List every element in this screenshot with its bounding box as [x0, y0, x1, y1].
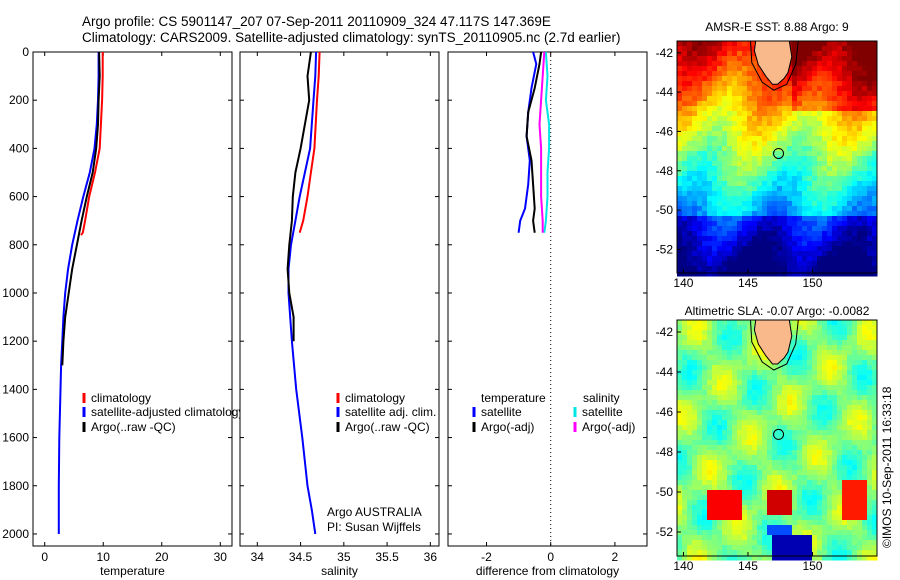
sst-map-panel: -42 -44 -46 -48 -50 -52 140 145 150 AMSR-E SST: 8… [656, 20, 878, 290]
lat-tick-label: -52 [656, 242, 674, 256]
x-tick-label: 20 [155, 550, 169, 564]
x-tick-label: 35 [337, 550, 351, 564]
y-tick-label: 400 [9, 141, 29, 155]
sla-map-panel: -42 -44 -46 -48 -50 -52 140 145 150 Altimetric SL… [656, 304, 878, 573]
series-line-climatology [298, 51, 321, 233]
series-line-temperature-argo-adj [525, 51, 543, 233]
y-tick-label: 1000 [2, 286, 29, 300]
lon-tick-label: 150 [802, 276, 822, 290]
y-tick-label: 1200 [2, 334, 29, 348]
legend-temp-argo: Argo(-adj) [481, 420, 534, 434]
y-tick-label: 1400 [2, 382, 29, 396]
legend-satellite-adjusted: satellite-adjusted climatology [91, 405, 244, 419]
tasmania-land [753, 319, 793, 365]
series-line-climatology [80, 52, 104, 236]
y-tick-label: 1600 [2, 431, 29, 445]
map-frame [676, 40, 878, 274]
x-tick-label: 10 [97, 550, 111, 564]
x-axis-label: difference from climatology [476, 564, 619, 578]
legend-climatology: climatology [91, 391, 151, 405]
lat-tick-label: -50 [656, 485, 674, 499]
lat-tick-label: -44 [656, 365, 674, 379]
legend-sal-argo: Argo(-adj) [582, 420, 635, 434]
lon-tick-label: 140 [673, 559, 693, 573]
legend-sal-satellite: satellite [582, 405, 623, 419]
x-tick-label: 2 [612, 550, 619, 564]
map-frame [676, 319, 878, 557]
series-line-salinity-argo-adj [538, 51, 546, 233]
lon-tick-label: 150 [802, 559, 822, 573]
lat-tick-label: -46 [656, 405, 674, 419]
legend-climatology: climatology [345, 391, 405, 405]
lat-tick-label: -46 [656, 124, 674, 138]
lat-tick-label: -52 [656, 525, 674, 539]
climatology-subtitle: Climatology: CARS2009. Satellite-adjuste… [82, 30, 621, 45]
y-tick-label: 2000 [2, 527, 29, 541]
plot-frame [239, 51, 440, 547]
lat-tick-label: -48 [656, 164, 674, 178]
legend-argo: Argo(..raw -QC) [91, 420, 176, 434]
x-tick-label: 30 [214, 550, 228, 564]
lat-tick-label: -42 [656, 325, 674, 339]
legend-satellite-adj: satellite adj. clim. [345, 405, 436, 419]
legend-argo: Argo(..raw -QC) [345, 420, 430, 434]
profile-panel-1: 0 10 20 30 0 200 400 600 800 1000 1200 1400 1600 1800… [2, 45, 244, 578]
lat-tick-label: -48 [656, 445, 674, 459]
y-tick-label: 600 [9, 190, 29, 204]
series-line-satellite-adj-clim [287, 51, 318, 535]
lat-tick-label: -42 [656, 46, 674, 60]
sla-field [677, 320, 878, 561]
lon-tick-label: 145 [738, 559, 758, 573]
pi-note: PI: Susan Wijffels [327, 520, 421, 534]
series-line-argo-raw-qc [61, 51, 101, 366]
y-tick-label: 200 [9, 93, 29, 107]
x-tick-label: 0 [547, 550, 554, 564]
x-tick-label: 35.5 [375, 550, 399, 564]
series-line-salinity-satellite [543, 51, 551, 233]
series-line-satellite-adjusted-climatology [57, 52, 100, 534]
legend-salinity-title: salinity [583, 391, 620, 405]
plot-frame [447, 51, 648, 547]
argo-position-marker [773, 428, 785, 440]
x-tick-label: 34 [251, 550, 265, 564]
series-line-argo-raw-qc [286, 51, 312, 342]
x-tick-label: -2 [481, 550, 492, 564]
profile-title: Argo profile: CS 5901147_207 07-Sep-2011… [82, 14, 551, 29]
argo-program-note: Argo AUSTRALIA [327, 505, 422, 519]
lon-tick-label: 140 [673, 276, 693, 290]
y-tick-label: 800 [9, 238, 29, 252]
sst-field [677, 41, 878, 277]
argo-position-marker [773, 147, 785, 159]
plot-frame [32, 51, 233, 547]
bathymetry-contour [750, 319, 799, 371]
x-axis-label: temperature [100, 564, 165, 578]
x-axis-label: salinity [321, 564, 358, 578]
y-tick-label: 1800 [2, 479, 29, 493]
credit-text: ©IMOS 10-Sep-2011 16:33:18 [880, 386, 894, 548]
x-tick-label: 36 [424, 550, 438, 564]
legend-temperature-title: temperature [481, 391, 546, 405]
lat-tick-label: -50 [656, 203, 674, 217]
lon-tick-label: 145 [738, 276, 758, 290]
legend-temp-satellite: satellite [481, 405, 522, 419]
lat-tick-label: -44 [656, 85, 674, 99]
sst-map-title: AMSR-E SST: 8.88 Argo: 9 [705, 20, 849, 34]
bathymetry-contour [750, 40, 799, 91]
x-tick-label: 0 [41, 550, 48, 564]
tasmania-land [753, 40, 793, 85]
difference-legend: temperature salinitysatelliteArgo(-adj)sa… [472, 391, 635, 434]
profile-panel-2: 34 34.5 35 35.5 36 salinity climatologysatelli… [239, 51, 440, 578]
x-tick-label: 34.5 [289, 550, 313, 564]
sla-map-title: Altimetric SLA: -0.07 Argo: -0.0082 [685, 304, 870, 318]
y-tick-label: 0 [22, 45, 29, 59]
